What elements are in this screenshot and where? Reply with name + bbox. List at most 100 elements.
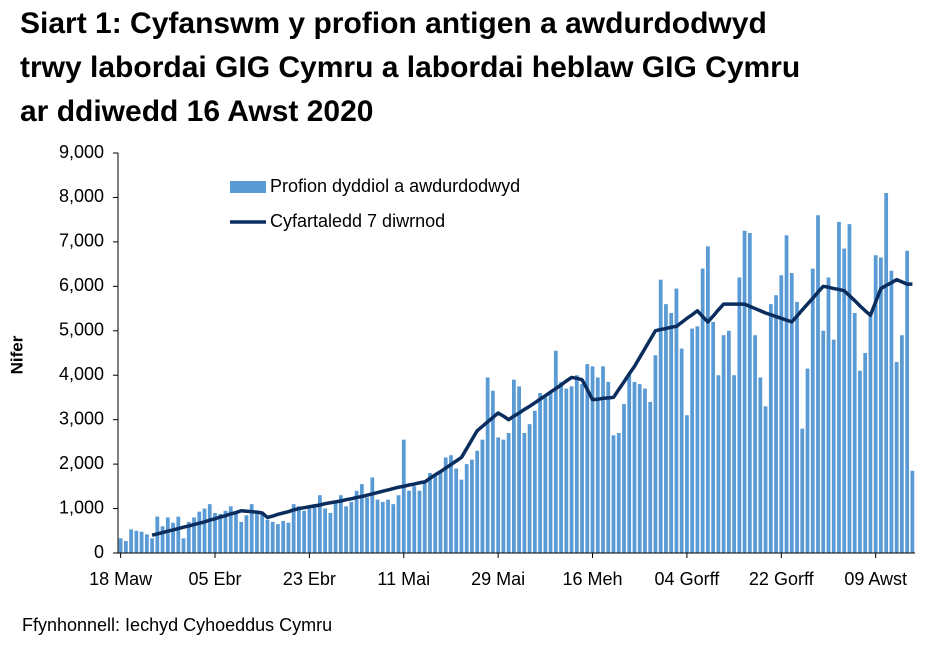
bar — [700, 268, 705, 553]
x-tick-label: 22 Gorff — [749, 569, 815, 589]
bar — [894, 361, 899, 553]
bar — [543, 397, 548, 553]
y-tick-label: 6,000 — [59, 275, 104, 295]
bar — [816, 215, 820, 553]
legend-label: Profion dyddiol a awdurdodwyd — [270, 176, 520, 196]
bar — [312, 504, 317, 553]
x-tick-label: 05 Ebr — [188, 569, 241, 589]
bar — [506, 433, 511, 553]
bar — [831, 339, 836, 553]
bar — [559, 381, 563, 553]
bar — [758, 377, 763, 553]
bar — [601, 366, 605, 553]
bar — [344, 506, 348, 553]
chart-title: Siart 1: Cyfanswm y profion antigen a aw… — [20, 7, 767, 40]
bar — [679, 348, 684, 553]
bar — [380, 501, 385, 553]
bar — [129, 529, 133, 553]
bar — [522, 433, 527, 553]
bar — [753, 335, 757, 553]
x-tick-label: 23 Ebr — [283, 569, 336, 589]
bar — [732, 375, 736, 553]
bar — [538, 393, 542, 553]
bar — [847, 224, 852, 553]
bar — [412, 486, 417, 553]
bar — [595, 377, 600, 553]
bar — [260, 513, 265, 553]
bar — [396, 495, 401, 553]
chart-title: trwy labordai GIG Cymru a labordai hebla… — [20, 51, 800, 84]
bar — [795, 301, 799, 553]
bar — [585, 364, 590, 553]
bar — [485, 377, 490, 553]
bar — [165, 517, 170, 553]
bar — [375, 499, 380, 553]
bar — [763, 406, 768, 553]
bar — [255, 510, 259, 553]
bar — [123, 541, 128, 553]
y-tick-label: 3,000 — [59, 408, 104, 428]
bar — [464, 464, 469, 553]
bar — [789, 273, 794, 553]
bar — [391, 504, 396, 553]
bar — [118, 538, 123, 553]
bar — [658, 279, 663, 553]
bar — [323, 508, 328, 553]
bar — [202, 508, 207, 553]
bar — [653, 355, 658, 553]
bar — [176, 516, 181, 553]
bar — [716, 375, 721, 553]
bar — [207, 504, 212, 553]
bar — [511, 379, 516, 553]
bar — [186, 521, 191, 553]
bar — [611, 435, 616, 553]
bar — [705, 246, 710, 554]
bar — [784, 235, 789, 553]
bar — [417, 490, 422, 553]
bar — [643, 388, 647, 553]
bar — [742, 230, 747, 553]
bar — [517, 386, 522, 553]
bar — [291, 504, 296, 553]
bar — [370, 477, 375, 553]
bar — [386, 499, 390, 553]
bar — [160, 526, 165, 553]
bar — [213, 513, 217, 553]
bar — [491, 390, 495, 553]
bar — [197, 511, 202, 553]
bar — [810, 268, 815, 553]
bar — [821, 330, 826, 553]
bar — [842, 248, 847, 554]
bar — [910, 470, 915, 553]
bar — [826, 277, 831, 553]
bar — [564, 388, 569, 553]
y-tick-label: 0 — [94, 542, 104, 562]
bar — [879, 257, 883, 553]
y-tick-label: 5,000 — [59, 320, 104, 340]
bar — [721, 335, 726, 553]
bar — [669, 313, 674, 553]
bar — [281, 521, 286, 553]
bar — [868, 315, 873, 553]
x-tick-label: 11 Mai — [377, 569, 430, 589]
source-note: Ffynhonnell: Iechyd Cyhoeddus Cymru — [22, 615, 332, 635]
bar — [475, 450, 480, 553]
bar — [470, 459, 474, 553]
bar — [438, 470, 443, 553]
bar — [590, 366, 595, 553]
bar — [852, 313, 857, 553]
bar — [900, 335, 904, 553]
line — [151, 277, 913, 537]
bar — [150, 538, 154, 553]
y-tick-label: 4,000 — [59, 364, 104, 384]
bar — [171, 522, 175, 553]
bar — [548, 393, 553, 553]
bar — [711, 321, 716, 553]
bar — [333, 501, 338, 553]
bar — [359, 484, 364, 553]
bar — [302, 510, 307, 553]
y-tick-label: 7,000 — [59, 231, 104, 251]
bar — [884, 193, 889, 553]
bar — [569, 386, 574, 553]
